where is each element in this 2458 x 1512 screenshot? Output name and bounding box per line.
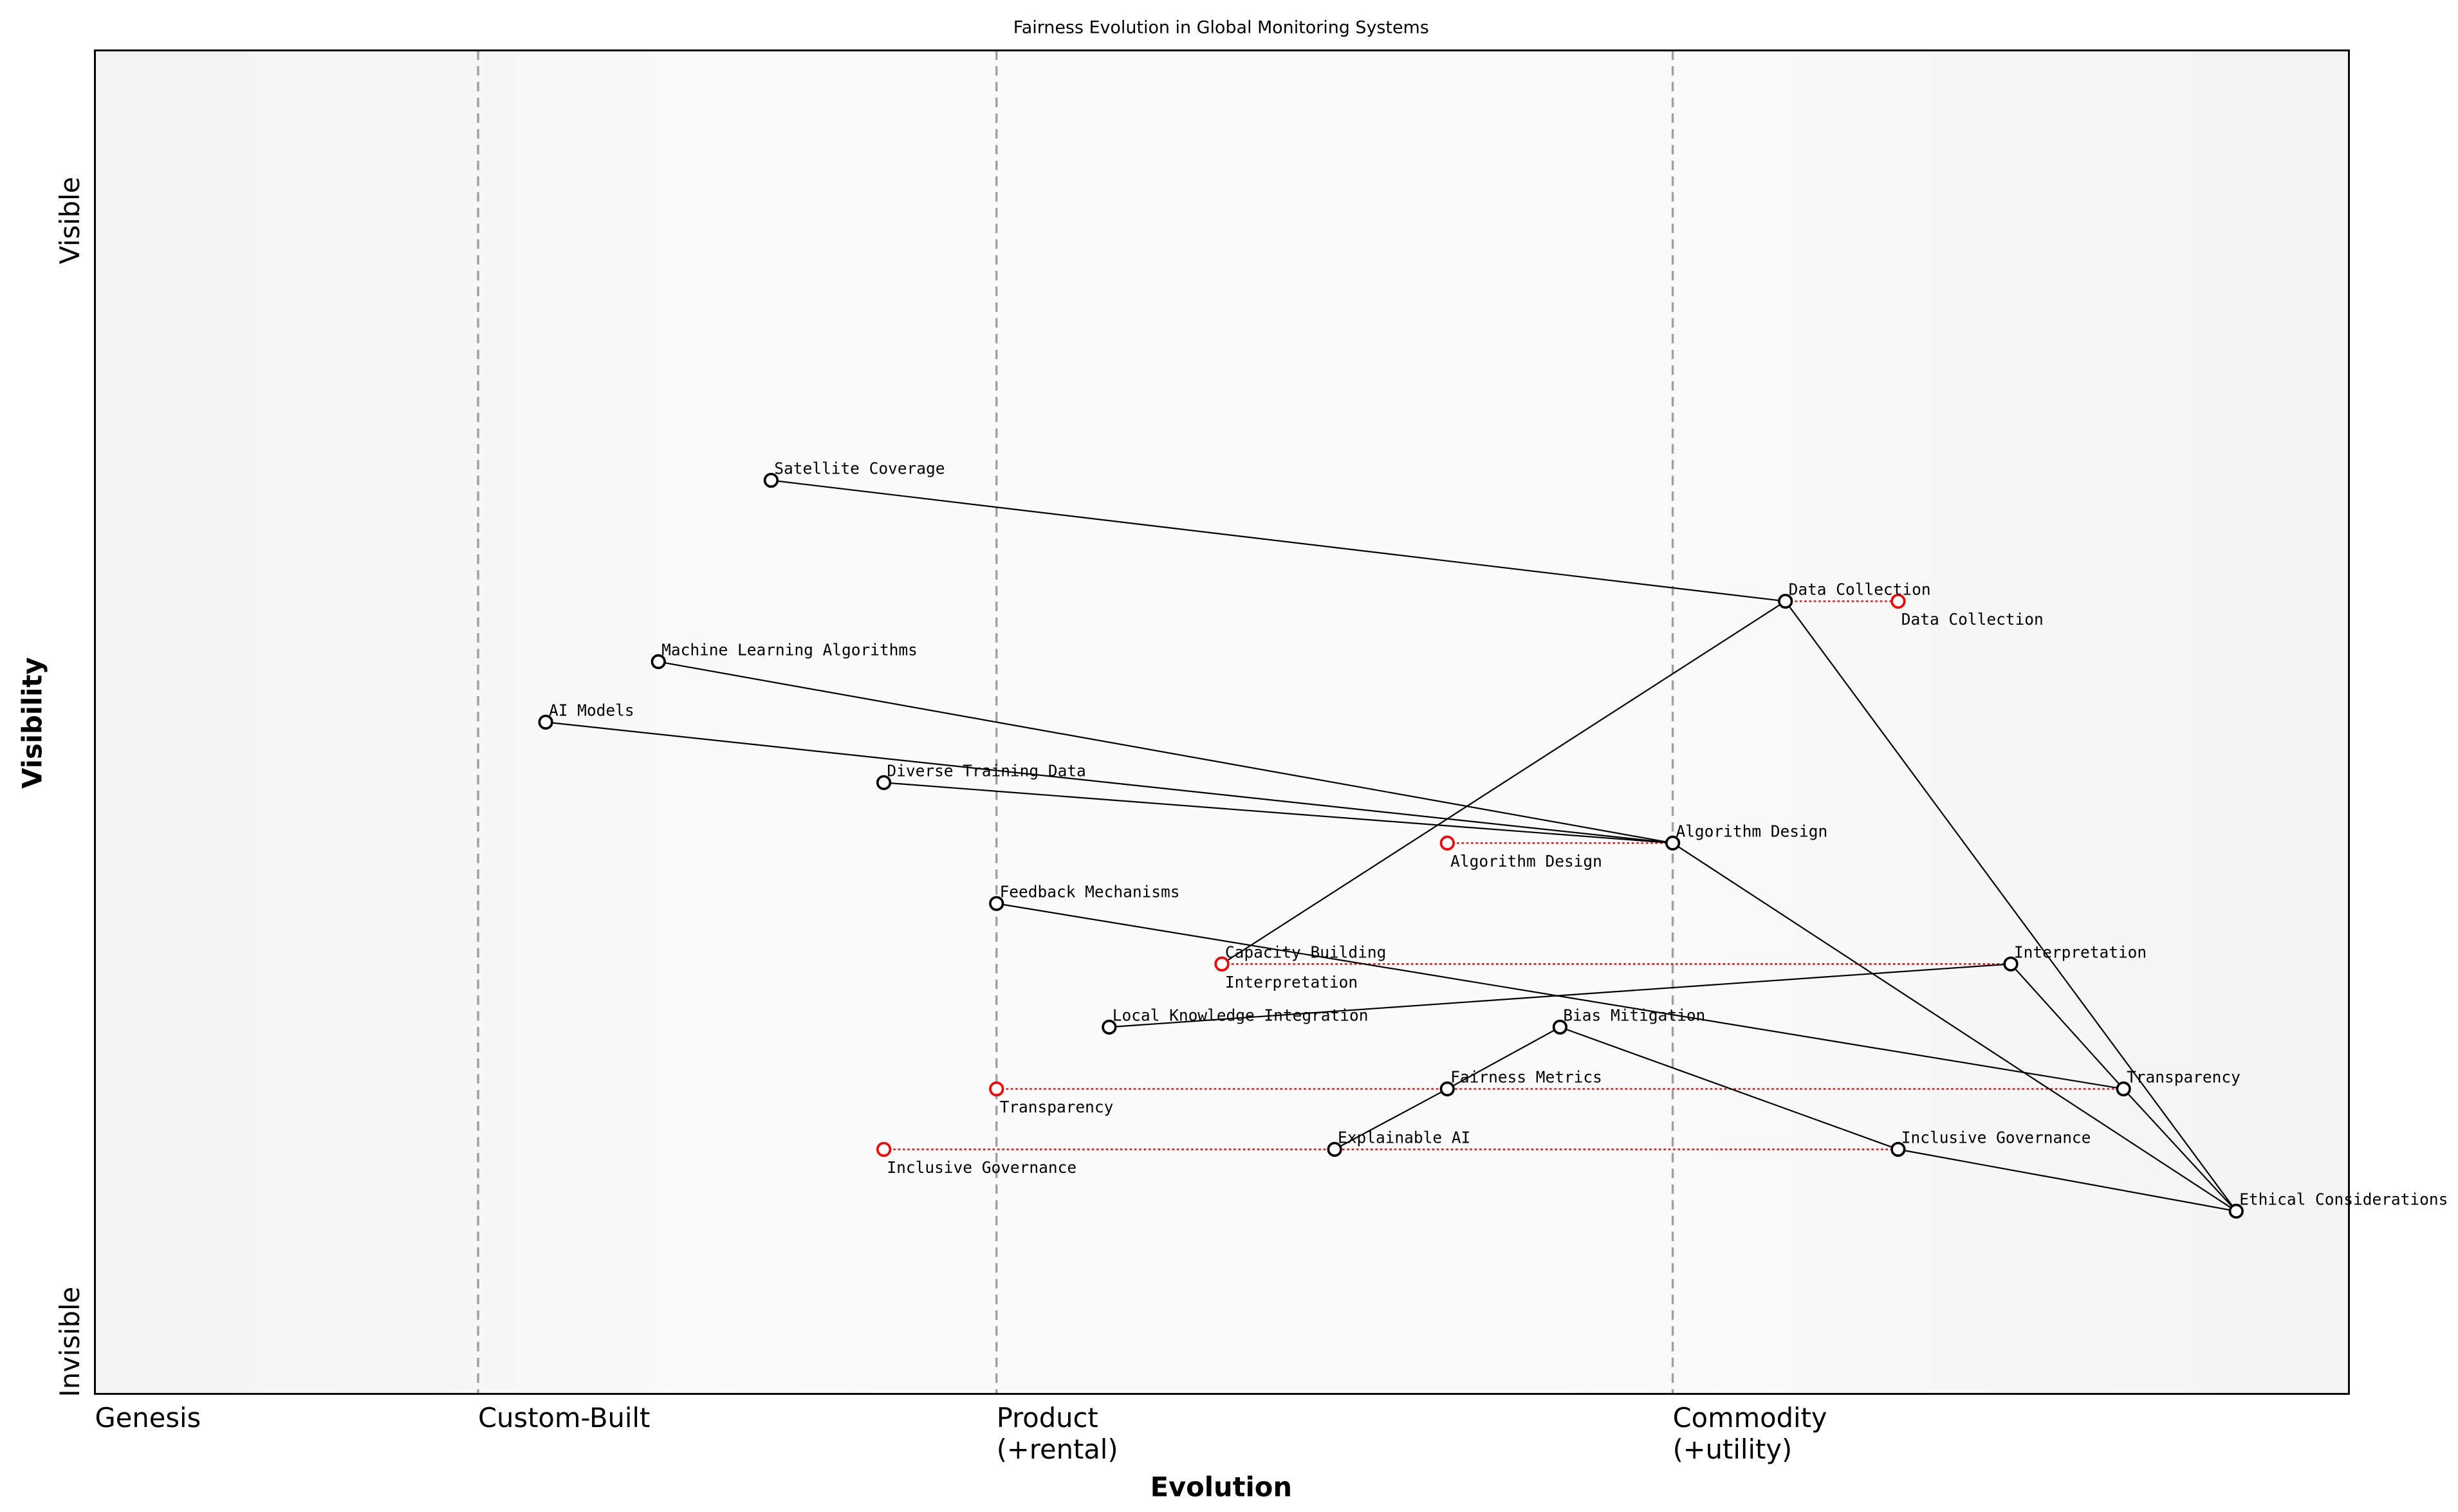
dependency-link: [545, 721, 1673, 844]
plot-area: [95, 50, 2349, 1394]
stage-label: Custom-Built: [478, 1402, 650, 1434]
evolution-node[interactable]: [876, 1141, 892, 1157]
stage-sublabel: (+utility): [1673, 1434, 1793, 1465]
evolution-label: Interpretation: [1225, 973, 1358, 991]
dependency-link: [1672, 842, 2237, 1212]
dependency-link: [1560, 1026, 1899, 1150]
component-node[interactable]: [763, 472, 779, 488]
component-label: Machine Learning Algorithms: [661, 641, 918, 659]
dependency-link: [1898, 1148, 2237, 1212]
dependency-link: [771, 479, 1786, 602]
component-node[interactable]: [1665, 835, 1681, 851]
component-node[interactable]: [538, 714, 553, 730]
component-label: Capacity Building: [1225, 943, 1386, 961]
component-node[interactable]: [2003, 956, 2019, 972]
component-node[interactable]: [1327, 1141, 1342, 1157]
dependency-link: [883, 782, 1673, 844]
component-node[interactable]: [876, 775, 892, 790]
component-label: Inclusive Governance: [1901, 1129, 2091, 1147]
component-node[interactable]: [1439, 1081, 1455, 1097]
dependency-link: [1221, 600, 1786, 965]
y-axis-title: Visibility: [16, 657, 48, 788]
component-node[interactable]: [651, 654, 666, 670]
component-label: Ethical Considerations: [2239, 1190, 2448, 1209]
component-node[interactable]: [1778, 593, 1793, 609]
component-label: AI Models: [549, 701, 634, 720]
evolution-node[interactable]: [989, 1081, 1004, 1097]
component-label: Transparency: [2127, 1068, 2241, 1087]
component-label: Algorithm Design: [1676, 822, 1827, 841]
component-label: Diverse Training Data: [887, 762, 1086, 780]
component-label: Satellite Coverage: [774, 459, 945, 478]
dependency-link: [1784, 600, 2237, 1212]
dependency-link: [2123, 1088, 2237, 1212]
component-node[interactable]: [989, 896, 1004, 911]
stage-label: Commodity: [1673, 1402, 1827, 1434]
dependency-link: [1446, 1026, 1560, 1090]
dependency-link: [1109, 963, 2011, 1028]
component-node[interactable]: [1890, 1141, 1906, 1157]
component-label: Fairness Metrics: [1450, 1068, 1602, 1087]
component-label: Explainable AI: [1338, 1129, 1470, 1147]
evolution-node[interactable]: [1890, 593, 1906, 609]
evolution-label: Data Collection: [1901, 610, 2044, 629]
evolution-label: Transparency: [1000, 1098, 1114, 1116]
evolution-label: Algorithm Design: [1450, 852, 1602, 871]
component-label: Local Knowledge Integration: [1113, 1006, 1369, 1025]
dependency-link: [2010, 963, 2124, 1090]
dependency-link: [658, 661, 1673, 844]
evolution-node[interactable]: [1439, 835, 1455, 851]
component-node[interactable]: [2116, 1081, 2131, 1097]
component-label: Bias Mitigation: [1563, 1006, 1705, 1025]
stage-label: Genesis: [95, 1402, 201, 1434]
y-top-label: Visible: [54, 177, 86, 264]
x-axis-title: Evolution: [1150, 1471, 1292, 1503]
component-label: Data Collection: [1789, 580, 1931, 599]
component-label: Interpretation: [2014, 943, 2147, 961]
component-node[interactable]: [1102, 1019, 1117, 1035]
dependency-link: [1334, 1088, 1448, 1150]
evolution-label: Inclusive Governance: [887, 1158, 1077, 1177]
y-bottom-label: Invisible: [54, 1287, 86, 1397]
component-node[interactable]: [2228, 1203, 2244, 1219]
component-label: Feedback Mechanisms: [1000, 882, 1180, 901]
component-node[interactable]: [1214, 956, 1230, 972]
stage-label: Product: [997, 1402, 1098, 1434]
plot-frame: [94, 49, 2350, 1395]
chart-title: Fairness Evolution in Global Monitoring …: [1013, 17, 1429, 37]
stage-sublabel: (+rental): [997, 1434, 1118, 1465]
component-node[interactable]: [1552, 1019, 1568, 1035]
